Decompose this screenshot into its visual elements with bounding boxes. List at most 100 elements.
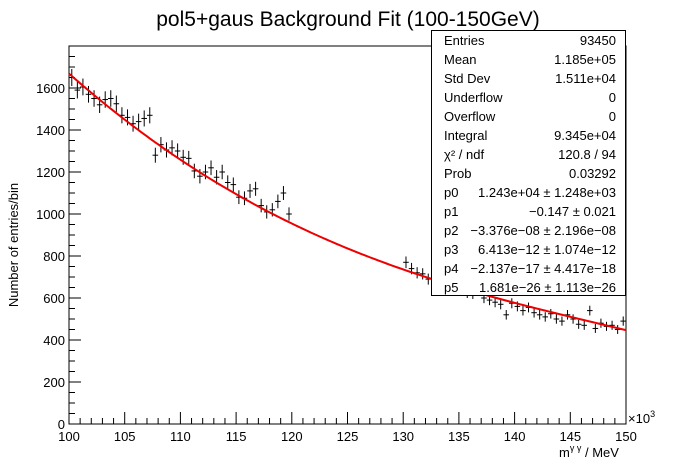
stats-label: p3 (444, 242, 459, 257)
data-point (587, 305, 593, 316)
data-point (497, 299, 504, 310)
stats-row: p2 −3.376e−08 ± 2.196e−08 (432, 221, 625, 240)
data-point (174, 143, 181, 159)
data-point (230, 177, 237, 192)
stats-value: 6.413e−12 ± 1.074e−12 (478, 242, 616, 257)
data-point (503, 310, 510, 320)
y-tick-label: 1200 (36, 165, 65, 180)
stats-row: p1 −0.147 ± 0.021 (432, 202, 625, 221)
stats-value: −3.376e−08 ± 2.196e−08 (470, 223, 616, 238)
y-tick-label: 1000 (36, 207, 65, 222)
stats-label: p4 (444, 261, 459, 276)
x-tick-label: 100 (58, 429, 80, 444)
stats-value: 0 (608, 90, 616, 105)
x-tick-label: 105 (114, 429, 136, 444)
stats-value: 93450 (579, 33, 616, 48)
stats-row: Std Dev 1.511e+04 (432, 69, 625, 88)
x-axis-label-unit: / MeV (581, 445, 619, 460)
stats-row: p4 −2.137e−17 ± 4.417e−18 (432, 259, 625, 278)
y-axis-ticks: 0 200 400 600 800 1000 1200 1400 1600 (36, 45, 81, 432)
stats-value: −2.137e−17 ± 4.417e−18 (470, 261, 616, 276)
data-point (592, 323, 599, 333)
y-tick-label: 800 (43, 249, 65, 264)
x-axis-ticks: 100 105 110 115 120 125 130 135 140 145 150 (58, 412, 637, 444)
data-point (620, 316, 626, 326)
y-tick-label: 0 (58, 417, 65, 432)
data-point (542, 312, 549, 322)
data-point (531, 307, 537, 318)
stats-value: 0.03292 (569, 166, 616, 181)
stats-label: Integral (444, 128, 488, 143)
stats-label: p5 (444, 280, 459, 295)
data-point (146, 107, 153, 124)
x-tick-label: 120 (281, 429, 303, 444)
x-axis-exponent-power: 3 (650, 409, 655, 419)
data-point (74, 81, 81, 99)
x-tick-label: 115 (226, 429, 247, 444)
data-point (403, 256, 409, 269)
stats-label: Prob (444, 166, 472, 181)
stats-label: p1 (444, 204, 459, 219)
x-tick-label: 110 (170, 429, 191, 444)
x-axis-label: mγ γ / MeV (559, 443, 619, 460)
x-tick-label: 125 (337, 429, 359, 444)
stats-value: 120.8 / 94 (558, 147, 616, 162)
x-axis-label-superscript: γ γ (570, 443, 582, 453)
stats-value: 0 (608, 109, 616, 124)
data-point (275, 194, 281, 209)
stats-value: −0.147 ± 0.021 (528, 204, 616, 219)
stats-label: p2 (444, 223, 459, 238)
stats-box: Entries 93450 Mean 1.185e+05 Std Dev 1.511e+0… (431, 30, 626, 296)
x-axis-exponent: ×103 (628, 409, 655, 426)
data-point (185, 150, 192, 166)
stats-row: Overflow 0 (432, 107, 625, 126)
stats-row: χ² / ndf 120.8 / 94 (432, 145, 625, 164)
data-point (91, 90, 97, 107)
stats-row: Underflow 0 (432, 88, 625, 107)
svg-text:mγ γ / MeV: mγ γ / MeV (559, 443, 619, 460)
data-point (135, 113, 142, 130)
stats-value: 1.681e−26 ± 1.113e−26 (478, 280, 616, 295)
stats-value: 1.243e+04 ± 1.248e+03 (478, 185, 616, 200)
y-axis-label: Number of entries/bin (6, 183, 21, 307)
data-point (258, 198, 264, 213)
data-point (219, 164, 225, 180)
data-point (208, 160, 214, 176)
data-points (69, 68, 626, 334)
x-tick-label: 140 (504, 429, 526, 444)
data-point (492, 297, 498, 308)
x-tick-label: 150 (615, 429, 637, 444)
data-point (553, 314, 560, 324)
data-point (113, 95, 120, 112)
y-tick-label: 200 (43, 375, 65, 390)
stats-value: 1.185e+05 (554, 52, 616, 67)
y-tick-label: 600 (43, 291, 65, 306)
stats-row: Integral 9.345e+04 (432, 126, 625, 145)
data-point (252, 181, 259, 196)
data-point (520, 305, 526, 316)
chart-title: pol5+gaus Background Fit (100-150GeV) (156, 8, 540, 31)
stats-row: Mean 1.185e+05 (432, 50, 625, 69)
stats-label: Std Dev (444, 71, 491, 86)
data-point (141, 110, 147, 127)
data-point (286, 207, 292, 221)
data-point (581, 320, 588, 330)
fit-curve (68, 72, 627, 332)
x-axis-exponent-base: ×10 (628, 411, 650, 426)
x-tick-label: 130 (392, 429, 414, 444)
y-tick-label: 1600 (36, 81, 65, 96)
svg-text:×103: ×103 (628, 409, 655, 426)
y-tick-label: 400 (43, 333, 65, 348)
data-point (609, 320, 615, 330)
data-point (570, 314, 576, 324)
stats-label: χ² / ndf (444, 147, 485, 162)
stats-label: Mean (444, 52, 477, 67)
stats-value: 9.345e+04 (554, 128, 616, 143)
x-tick-label: 145 (559, 429, 581, 444)
data-point (85, 85, 92, 103)
stats-label: p0 (444, 185, 459, 200)
data-point (548, 308, 554, 319)
stats-row: p0 1.243e+04 ± 1.248e+03 (432, 183, 625, 202)
y-tick-label: 1400 (36, 123, 65, 138)
